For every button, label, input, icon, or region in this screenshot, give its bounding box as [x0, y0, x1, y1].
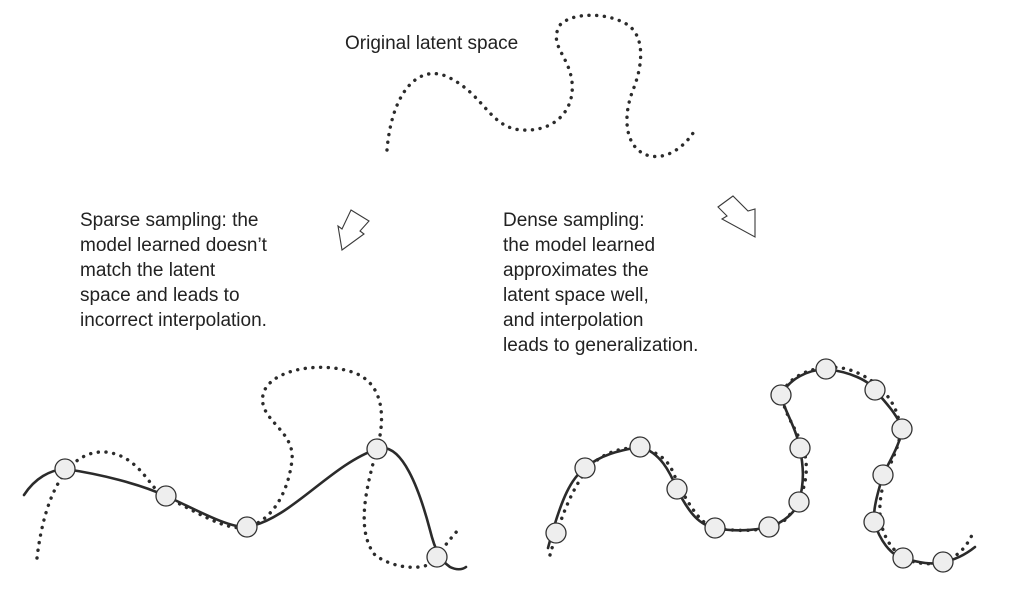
- sparse-caption-line-5: incorrect interpolation.: [80, 310, 267, 331]
- arrow-to-sparse: [337, 209, 370, 251]
- sparse-caption-line-1: Sparse sampling: the: [80, 210, 259, 231]
- dense-sample-point: [629, 436, 651, 458]
- sparse-sample-point: [366, 438, 388, 460]
- original-latent-curve: [385, 13, 698, 159]
- dense-sample-point: [545, 522, 567, 544]
- arrow-to-dense: [717, 195, 756, 238]
- dense-sample-point: [815, 358, 837, 380]
- dense-sample-point: [788, 491, 810, 513]
- dense-sample-point: [864, 379, 886, 401]
- down-left-arrow-icon: [337, 209, 370, 251]
- sparse-caption-line-3: match the latent: [80, 260, 216, 281]
- sparse-latent-curve: [35, 365, 460, 569]
- original-latent-space-label: Original latent space: [345, 33, 518, 54]
- dense-sample-point: [574, 457, 596, 479]
- sparse-caption-line-4: space and leads to: [80, 285, 240, 306]
- dense-sample-point: [704, 517, 726, 539]
- dense-caption-line-2: the model learned: [503, 235, 655, 256]
- sparse-sample-point: [54, 458, 76, 480]
- sparse-sample-point: [155, 485, 177, 507]
- sparse-model-curve: [22, 446, 468, 571]
- dense-sampling-panel: [545, 358, 977, 573]
- dense-caption-line-4: latent space well,: [503, 285, 649, 306]
- dense-caption-line-6: leads to generalization.: [503, 335, 698, 356]
- dense-sample-point: [666, 478, 688, 500]
- dense-caption-line-1: Dense sampling:: [503, 210, 645, 231]
- dense-latent-curve: [548, 365, 974, 566]
- dense-caption-line-5: and interpolation: [503, 310, 644, 331]
- sparse-sample-point: [426, 546, 448, 568]
- original-latent-space: Original latent space: [345, 13, 698, 159]
- sparse-sample-point: [236, 516, 258, 538]
- sparse-caption-line-2: model learned doesn’t: [80, 235, 268, 256]
- dense-sample-point: [770, 384, 792, 406]
- sparse-sampling-caption: Sparse sampling: the model learned doesn…: [80, 210, 272, 331]
- dense-sample-point: [872, 464, 894, 486]
- down-right-arrow-icon: [717, 195, 756, 238]
- sparse-sampling-panel: [22, 365, 468, 571]
- dense-sample-point: [863, 511, 885, 533]
- dense-sampling-caption: Dense sampling: the model learned approx…: [503, 210, 698, 356]
- dense-sample-point: [891, 418, 913, 440]
- dense-sample-point: [932, 551, 954, 573]
- dense-caption-line-3: approximates the: [503, 260, 649, 281]
- dense-sample-point: [758, 516, 780, 538]
- dense-sample-point: [789, 437, 811, 459]
- dense-sample-point: [892, 547, 914, 569]
